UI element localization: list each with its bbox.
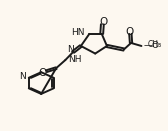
Text: O: O xyxy=(126,27,134,37)
Text: CH₃: CH₃ xyxy=(148,40,162,49)
Text: O: O xyxy=(100,17,108,27)
Text: —O: —O xyxy=(144,41,160,50)
Text: NH: NH xyxy=(69,55,82,64)
Text: N: N xyxy=(19,72,26,81)
Text: N: N xyxy=(67,45,74,54)
Text: HN: HN xyxy=(71,28,84,37)
Text: O: O xyxy=(39,68,47,78)
